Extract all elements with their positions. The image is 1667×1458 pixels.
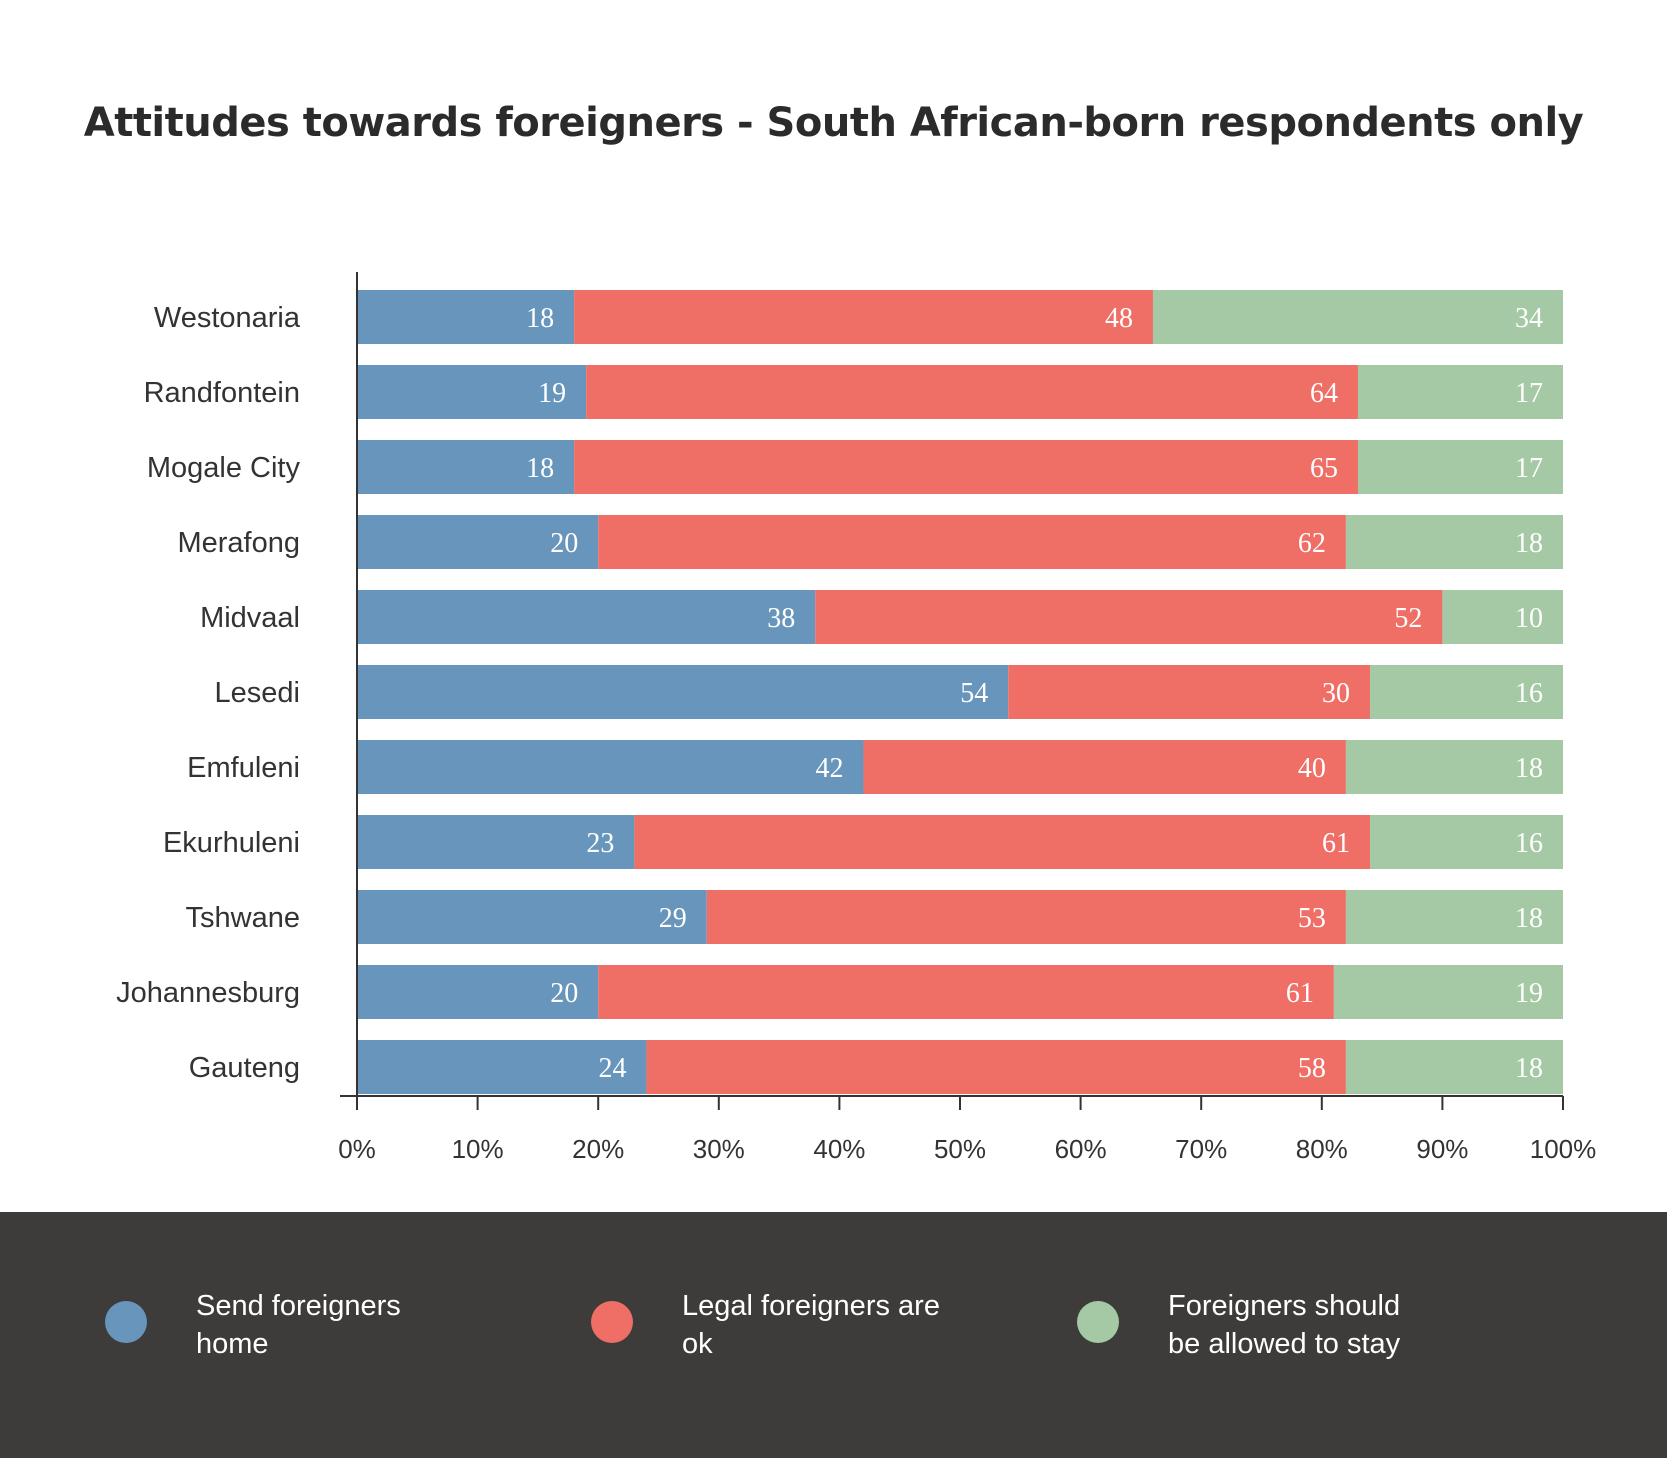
category-label-emfuleni: Emfuleni: [187, 752, 300, 784]
bar-mogale-city-series-1: [574, 440, 1358, 494]
legend-label-allowed-to-stay: Foreigners should be allowed to stay: [1168, 1290, 1401, 1360]
bar-randfontein-series-1: [586, 365, 1358, 419]
value-label-randfontein-series-1: 64: [1310, 378, 1338, 409]
value-label-johannesburg-series-0: 20: [550, 978, 578, 1009]
value-label-merafong-series-2: 18: [1515, 528, 1543, 559]
value-label-mogale-city-series-1: 65: [1310, 453, 1338, 484]
bars-layer: Westonaria 18 48 34 Randfontein 19 64 17 Mogale …: [116, 290, 1563, 1094]
stacked-bar-chart: Westonaria 18 48 34 Randfontein 19 64 17 Mogale …: [116, 272, 1596, 1164]
bar-merafong-series-1: [598, 515, 1346, 569]
x-tick-label-100: 100%: [1530, 1134, 1597, 1164]
value-label-randfontein-series-0: 19: [538, 378, 566, 409]
x-tick-label-0: 0%: [338, 1134, 376, 1164]
bar-tshwane-series-0: [357, 890, 707, 944]
bar-midvaal-series-2: [1442, 590, 1563, 644]
chart-title: Attitudes towards foreigners - South Afr…: [83, 100, 1584, 146]
category-label-merafong: Merafong: [177, 527, 300, 559]
legend-swatch-legal-ok: [591, 1301, 633, 1343]
legend-swatch-send-home: [105, 1301, 147, 1343]
bar-mogale-city-series-2: [1357, 440, 1563, 494]
bar-merafong-series-2: [1345, 515, 1563, 569]
bar-gauteng-series-0: [357, 1040, 647, 1094]
x-tick-label-30: 30%: [693, 1134, 745, 1164]
value-label-westonaria-series-2: 34: [1515, 303, 1543, 334]
x-tick-label-20: 20%: [572, 1134, 624, 1164]
value-label-midvaal-series-0: 38: [767, 603, 795, 634]
bar-lesedi-series-0: [357, 665, 1009, 719]
value-label-randfontein-series-2: 17: [1515, 378, 1543, 409]
value-label-midvaal-series-1: 52: [1394, 603, 1422, 634]
legend-panel: Send foreigners home Legal foreigners ar…: [0, 1212, 1667, 1458]
bar-emfuleni-series-1: [863, 740, 1346, 794]
bar-westonaria-series-0: [357, 290, 575, 344]
value-label-tshwane-series-0: 29: [659, 903, 687, 934]
value-label-lesedi-series-1: 30: [1322, 678, 1350, 709]
value-label-johannesburg-series-2: 19: [1515, 978, 1543, 1009]
bar-westonaria-series-2: [1152, 290, 1563, 344]
value-label-tshwane-series-2: 18: [1515, 903, 1543, 934]
value-label-westonaria-series-0: 18: [526, 303, 554, 334]
category-label-westonaria: Westonaria: [154, 302, 301, 334]
bar-lesedi-series-2: [1370, 665, 1563, 719]
bar-emfuleni-series-0: [357, 740, 864, 794]
value-label-gauteng-series-2: 18: [1515, 1053, 1543, 1084]
bar-randfontein-series-0: [357, 365, 587, 419]
bar-lesedi-series-1: [1008, 665, 1371, 719]
category-label-gauteng: Gauteng: [189, 1052, 300, 1084]
bar-gauteng-series-1: [646, 1040, 1346, 1094]
x-axis: 0% 10% 20% 30% 40% 50% 60% 70% 80% 90% 100%: [338, 272, 1596, 1164]
value-label-emfuleni-series-1: 40: [1298, 753, 1326, 784]
bar-westonaria-series-1: [574, 290, 1153, 344]
value-label-merafong-series-1: 62: [1298, 528, 1326, 559]
category-label-johannesburg: Johannesburg: [116, 977, 300, 1009]
legend-label-send-home: Send foreigners home: [196, 1290, 401, 1360]
value-label-lesedi-series-0: 54: [960, 678, 988, 709]
bar-ekurhuleni-series-1: [634, 815, 1371, 869]
legend-label-legal-ok: Legal foreigners are ok: [682, 1290, 940, 1360]
bar-gauteng-series-2: [1345, 1040, 1563, 1094]
value-label-merafong-series-0: 20: [550, 528, 578, 559]
value-label-lesedi-series-2: 16: [1515, 678, 1543, 709]
x-tick-label-50: 50%: [934, 1134, 986, 1164]
x-tick-label-90: 90%: [1416, 1134, 1468, 1164]
x-tick-label-10: 10%: [452, 1134, 504, 1164]
x-tick-label-40: 40%: [813, 1134, 865, 1164]
value-label-westonaria-series-1: 48: [1105, 303, 1133, 334]
value-label-emfuleni-series-2: 18: [1515, 753, 1543, 784]
bar-tshwane-series-2: [1345, 890, 1563, 944]
bar-ekurhuleni-series-2: [1370, 815, 1563, 869]
x-tick-label-60: 60%: [1055, 1134, 1107, 1164]
bar-randfontein-series-2: [1357, 365, 1563, 419]
category-label-randfontein: Randfontein: [144, 377, 300, 409]
bar-midvaal-series-0: [357, 590, 816, 644]
value-label-mogale-city-series-2: 17: [1515, 453, 1543, 484]
value-label-tshwane-series-1: 53: [1298, 903, 1326, 934]
value-label-emfuleni-series-0: 42: [816, 753, 844, 784]
bar-johannesburg-series-0: [357, 965, 599, 1019]
value-label-midvaal-series-2: 10: [1515, 603, 1543, 634]
category-label-midvaal: Midvaal: [200, 602, 300, 634]
category-label-mogale-city: Mogale City: [147, 452, 301, 484]
bar-merafong-series-0: [357, 515, 599, 569]
value-label-ekurhuleni-series-2: 16: [1515, 828, 1543, 859]
value-label-ekurhuleni-series-0: 23: [586, 828, 614, 859]
legend-swatch-allowed-to-stay: [1077, 1301, 1119, 1343]
bar-mogale-city-series-0: [357, 440, 575, 494]
x-tick-label-70: 70%: [1175, 1134, 1227, 1164]
value-label-gauteng-series-0: 24: [598, 1053, 626, 1084]
value-label-ekurhuleni-series-1: 61: [1322, 828, 1350, 859]
bar-emfuleni-series-2: [1345, 740, 1563, 794]
value-label-gauteng-series-1: 58: [1298, 1053, 1326, 1084]
bar-tshwane-series-1: [706, 890, 1346, 944]
category-label-lesedi: Lesedi: [215, 677, 300, 709]
bar-ekurhuleni-series-0: [357, 815, 635, 869]
bar-johannesburg-series-2: [1333, 965, 1563, 1019]
x-tick-label-80: 80%: [1296, 1134, 1348, 1164]
category-label-tshwane: Tshwane: [186, 902, 300, 934]
bar-johannesburg-series-1: [598, 965, 1334, 1019]
bar-midvaal-series-1: [815, 590, 1443, 644]
value-label-johannesburg-series-1: 61: [1286, 978, 1314, 1009]
value-label-mogale-city-series-0: 18: [526, 453, 554, 484]
category-label-ekurhuleni: Ekurhuleni: [163, 827, 300, 859]
